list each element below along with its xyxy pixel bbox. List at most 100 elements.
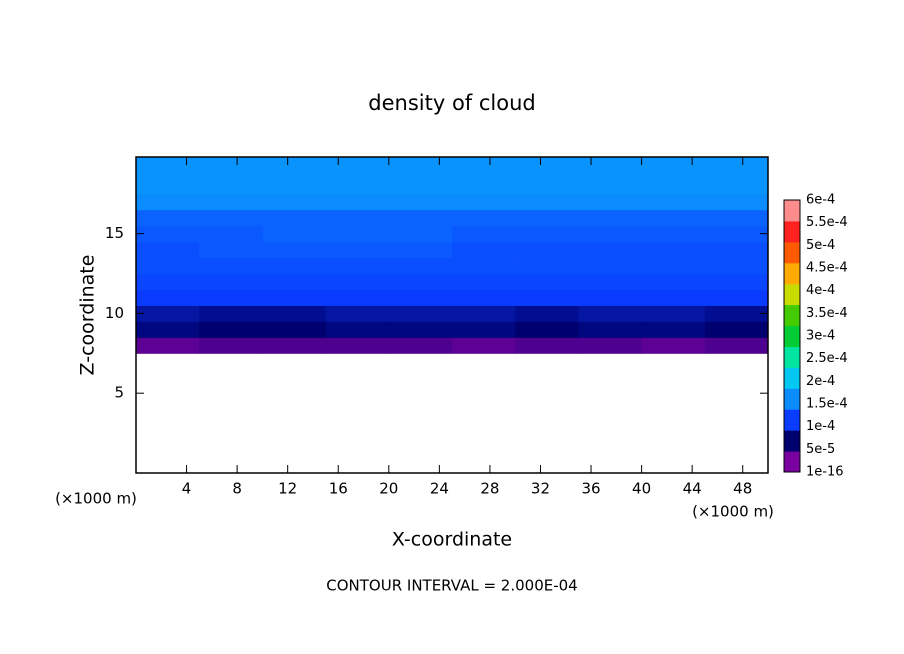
contour-cell — [641, 209, 706, 227]
contour-cell — [704, 289, 769, 306]
y-tick-label: 10 — [105, 304, 124, 322]
contour-cell — [325, 225, 390, 243]
y-tick-label: 5 — [114, 384, 124, 402]
contour-cell — [325, 177, 390, 195]
contour-cell — [578, 321, 643, 338]
contour-cell — [262, 209, 327, 227]
colorbar-label: 3.5e-4 — [806, 306, 848, 321]
x-tick-label: 40 — [632, 480, 651, 498]
contour-cell — [262, 241, 327, 259]
contour-cell — [388, 257, 453, 275]
contour-cell — [515, 241, 579, 259]
contour-cell — [704, 305, 769, 322]
colorbar-band — [784, 200, 800, 222]
contour-cell — [704, 241, 769, 259]
contour-cell — [578, 209, 643, 227]
x-unit-label: (×1000 m) — [692, 503, 774, 521]
x-tick-label: 36 — [581, 480, 600, 498]
contour-cell — [641, 241, 706, 259]
contour-cell — [452, 157, 516, 179]
contour-cell — [452, 241, 516, 259]
colorbar-band — [784, 367, 800, 389]
contour-cell — [452, 177, 516, 195]
colorbar-band — [784, 409, 800, 431]
contour-cell — [136, 305, 200, 322]
contour-cell — [262, 177, 327, 195]
x-tick-label: 16 — [329, 480, 348, 498]
contour-cell — [199, 273, 263, 290]
contour-cell — [325, 209, 390, 227]
x-tick-label: 20 — [379, 480, 398, 498]
contour-cell — [325, 257, 390, 275]
contour-cell — [452, 305, 516, 322]
contour-cell — [641, 273, 706, 290]
colorbar-label: 5e-4 — [806, 238, 835, 253]
contour-cell — [388, 337, 453, 354]
contour-cell — [641, 289, 706, 306]
contour-cell — [199, 177, 263, 195]
colorbar-band — [784, 388, 800, 410]
contour-cell — [325, 305, 390, 322]
colorbar-band — [784, 262, 800, 285]
contour-cell — [325, 193, 390, 211]
contour-cell — [515, 257, 579, 275]
contour-cell — [262, 225, 327, 243]
contour-cell — [578, 305, 643, 322]
contour-cell — [388, 305, 453, 322]
contour-cell — [136, 289, 200, 306]
x-tick-label: 32 — [531, 480, 550, 498]
contour-cell — [136, 273, 200, 290]
contour-cell — [704, 257, 769, 275]
contour-cell — [452, 209, 516, 227]
contour-cell — [641, 177, 706, 195]
colorbar-band — [784, 325, 800, 347]
contour-cell — [578, 273, 643, 290]
colorbar-band — [784, 346, 800, 368]
contour-cell — [515, 273, 579, 290]
contour-cell — [388, 241, 453, 259]
contour-cell — [704, 321, 769, 338]
contour-cell — [578, 289, 643, 306]
contour-cell — [199, 337, 263, 354]
contour-cell — [452, 257, 516, 275]
contour-cell — [641, 321, 706, 338]
colorbar-band — [784, 220, 800, 243]
contour-cell — [262, 157, 327, 179]
contour-cell — [199, 157, 263, 179]
x-tick-label: 4 — [182, 480, 192, 498]
contour-cell — [262, 337, 327, 354]
contour-cell — [262, 273, 327, 290]
contour-cell — [262, 257, 327, 275]
contour-cell — [136, 321, 200, 338]
y-axis-label: Z-coordinate — [77, 255, 99, 376]
contour-cell — [578, 157, 643, 179]
contour-cell — [199, 209, 263, 227]
contour-cell — [515, 209, 579, 227]
contour-cell — [136, 193, 200, 211]
contour-cell — [136, 257, 200, 275]
contour-cell — [641, 257, 706, 275]
contour-cell — [515, 225, 579, 243]
colorbar-label: 3e-4 — [806, 329, 835, 344]
contour-cell — [388, 289, 453, 306]
contour-cell — [515, 177, 579, 195]
contour-cell — [641, 305, 706, 322]
colorbar-band — [784, 241, 800, 264]
contour-cell — [641, 225, 706, 243]
colorbar-label: 4e-4 — [806, 283, 835, 298]
footer-note: CONTOUR INTERVAL = 2.000E-04 — [326, 577, 577, 595]
contour-cell — [704, 273, 769, 290]
contour-cell — [515, 321, 579, 338]
contour-cell — [641, 337, 706, 354]
contour-cell — [704, 209, 769, 227]
contour-cell — [325, 289, 390, 306]
contour-cell — [262, 321, 327, 338]
contour-cell — [199, 225, 263, 243]
contour-cell — [578, 193, 643, 211]
contour-cell — [452, 273, 516, 290]
x-tick-label: 48 — [733, 480, 752, 498]
colorbar-label: 1.5e-4 — [806, 397, 848, 412]
x-axis-label: X-coordinate — [392, 529, 512, 551]
contour-cell — [325, 157, 390, 179]
contour-cell — [515, 305, 579, 322]
